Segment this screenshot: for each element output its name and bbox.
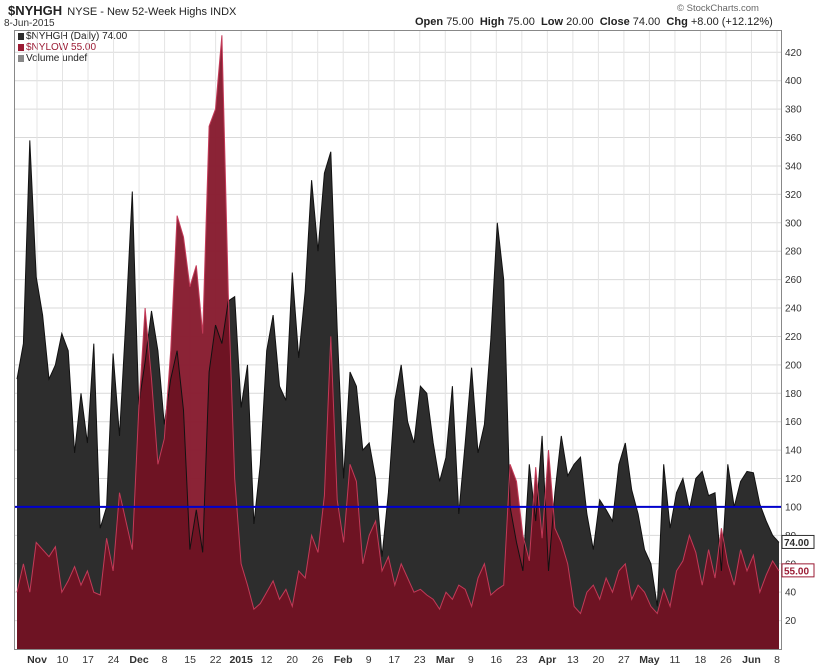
x-tick-label: May (639, 654, 660, 666)
legend-label-nyhgh: $NYHGH (Daily) 74.00 (26, 31, 128, 42)
chg-value: +8.00 (+12.12%) (690, 16, 773, 28)
ticker-symbol: $NYHGH (8, 3, 63, 18)
x-tick-label: Apr (538, 654, 556, 666)
x-tick-label: 23 (516, 654, 528, 666)
y-tick-label: 20 (785, 616, 797, 627)
y-tick-label: 100 (785, 502, 802, 513)
legend-item-nyhgh: $NYHGH (Daily) 74.00 (18, 31, 127, 42)
y-tick-label: 120 (785, 474, 802, 485)
y-tick-label: 140 (785, 446, 802, 457)
x-tick-label: 20 (593, 654, 605, 666)
last-value-tag-nylow: 55.00 (781, 563, 815, 578)
high-value: 75.00 (507, 16, 535, 28)
y-tick-label: 260 (785, 275, 802, 286)
y-tick-label: 300 (785, 218, 802, 229)
open-label: Open (415, 16, 444, 28)
y-tick-label: 320 (785, 190, 802, 201)
x-tick-label: 11 (669, 654, 680, 666)
chart-date: 8-Jun-2015 (4, 18, 55, 29)
chg-label: Chg (666, 16, 688, 28)
x-tick-label: 13 (567, 654, 579, 666)
x-tick-label: 20 (286, 654, 298, 666)
x-tick-label: 27 (618, 654, 630, 666)
chart-title: $NYHGH NYSE - New 52-Week Highs INDX (8, 3, 236, 18)
x-tick-label: 15 (184, 654, 196, 666)
high-label: High (479, 16, 505, 28)
x-tick-label: 17 (388, 654, 400, 666)
legend-swatch-nyhgh (18, 33, 24, 40)
legend-item-nylow: $NYLOW 55.00 (18, 42, 127, 53)
legend-swatch-volume (18, 55, 24, 62)
open-value: 75.00 (446, 16, 474, 28)
series-layer (16, 35, 780, 650)
y-tick-label: 200 (785, 360, 802, 371)
y-tick-label: 40 (785, 588, 797, 599)
low-label: Low (541, 16, 564, 28)
x-tick-label: 18 (695, 654, 707, 666)
x-tick-label: 16 (490, 654, 502, 666)
series-nyhgh-line (16, 140, 780, 607)
ticker-description: NYSE - New 52-Week Highs (67, 6, 208, 18)
last-value-tag-nyhgh-box (781, 534, 815, 549)
x-tick-label: Dec (129, 654, 148, 666)
series-nylow-line (16, 35, 780, 615)
last-value-tag-nylow-box (781, 563, 815, 578)
y-tick-label: 160 (785, 417, 802, 428)
y-tick-label: 280 (785, 247, 802, 258)
x-tick-label: Mar (436, 654, 455, 666)
stockcharts-watermark: © StockCharts.com (677, 3, 759, 14)
last-value-tag-nyhgh-text: 74.00 (784, 538, 809, 549)
x-tick-label: 12 (261, 654, 273, 666)
close-value: 74.00 (632, 16, 661, 28)
legend-label-volume: Volume undef (26, 53, 88, 64)
x-tick-label: 2015 (229, 654, 253, 666)
y-tick-label: 340 (785, 161, 802, 172)
x-tick-label: 17 (82, 654, 94, 666)
last-value-tags: 74.00 55.00 (781, 534, 815, 578)
low-value: 20.00 (566, 16, 594, 28)
x-tick-label: 26 (720, 654, 732, 666)
chart-legend: $NYHGH (Daily) 74.00 $NYLOW 55.00 Volume… (18, 31, 127, 64)
x-tick-label: 9 (366, 654, 372, 666)
x-tick-label: 26 (312, 654, 324, 666)
y-tick-label: 400 (785, 76, 802, 87)
x-axis: Nov 10 17 24 Dec 8 15 22 2015 12 20 26 Feb 9 17 23 Mar 9 1… (27, 654, 780, 666)
close-label: Close (599, 16, 630, 28)
index-tag: INDX (210, 6, 237, 18)
x-tick-label: 8 (774, 654, 780, 666)
legend-label-nylow: $NYLOW 55.00 (26, 42, 97, 53)
x-tick-label: Nov (27, 654, 47, 666)
ohlc-summary: Open 75.00 High 75.00 Low 20.00 Close 74… (415, 16, 773, 28)
last-value-tag-nyhgh: 74.00 (781, 534, 815, 549)
legend-swatch-nylow (18, 44, 24, 51)
y-tick-label: 220 (785, 332, 802, 343)
x-tick-label: Jun (742, 654, 761, 666)
x-tick-label: Feb (334, 654, 353, 666)
last-value-tag-nylow-text: 55.00 (784, 566, 809, 577)
y-tick-label: 380 (785, 105, 802, 116)
x-tick-label: 22 (210, 654, 222, 666)
x-tick-label: 10 (57, 654, 69, 666)
x-tick-label: 23 (414, 654, 426, 666)
plot-frame (14, 30, 782, 650)
legend-item-volume: Volume undef (18, 53, 127, 64)
y-tick-label: 180 (785, 389, 802, 400)
x-tick-label: 8 (162, 654, 168, 666)
x-tick-label: 24 (108, 654, 120, 666)
x-tick-label: 9 (468, 654, 474, 666)
y-tick-label: 360 (785, 133, 802, 144)
y-tick-label: 240 (785, 304, 802, 315)
y-tick-label: 420 (785, 48, 802, 59)
